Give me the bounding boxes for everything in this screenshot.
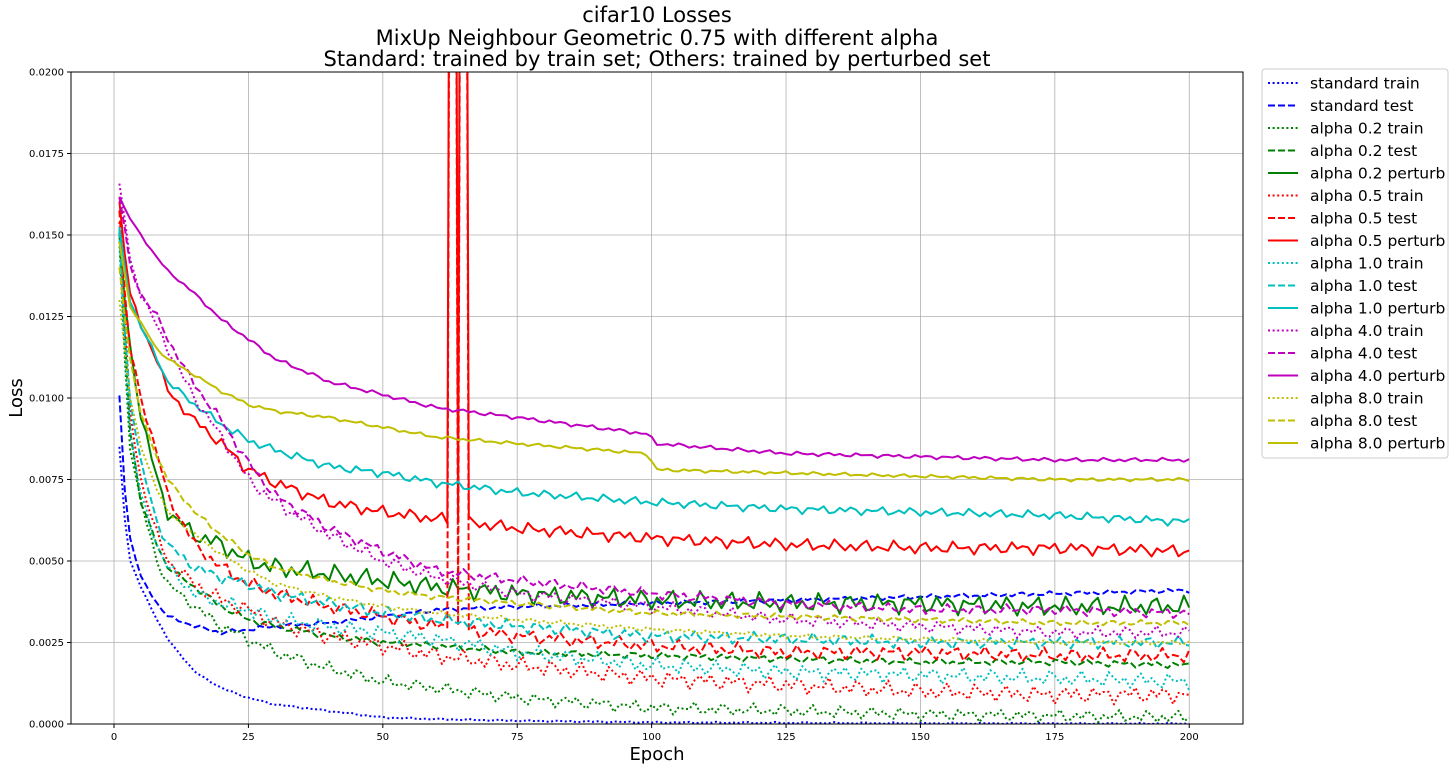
y-tick-label: 0.0000 [29, 720, 64, 731]
series-line-alpha-4-0-perturb [118, 196, 1190, 463]
x-tick-label: 200 [1180, 732, 1199, 743]
x-tick-label: 125 [776, 732, 795, 743]
legend-label-alpha-0-2-train: alpha 0.2 train [1310, 120, 1424, 138]
y-axis-label: Loss [6, 378, 27, 417]
series-line-alpha-1-0-perturb [118, 226, 1190, 527]
y-tick-label: 0.0100 [29, 394, 64, 405]
y-tick-label: 0.0025 [29, 638, 64, 649]
series-line-alpha-1-0-train [118, 235, 1191, 691]
series-line-alpha-0-2-train [118, 241, 1190, 724]
series-line-standard-train [118, 446, 1190, 724]
legend-label-standard-train: standard train [1310, 75, 1420, 93]
x-tick-label: 100 [642, 732, 661, 743]
chart-title-line-2: MixUp Neighbour Geometric 0.75 with diff… [376, 26, 939, 50]
y-tick-label: 0.0075 [29, 475, 64, 486]
legend-label-alpha-0-5-perturb: alpha 0.5 perturb [1310, 232, 1445, 250]
series-line-standard-test [118, 395, 1190, 636]
legend-label-alpha-8-0-perturb: alpha 8.0 perturb [1310, 435, 1445, 453]
legend-label-alpha-0-2-test: alpha 0.2 test [1310, 142, 1417, 160]
chart-title: cifar10 Losses MixUp Neighbour Geometric… [324, 3, 991, 71]
x-tick-label: 175 [1045, 732, 1064, 743]
series-line-alpha-0-5-test [118, 72, 1191, 664]
legend-frame [1261, 68, 1449, 459]
x-tick-label: 150 [911, 732, 930, 743]
y-axis-ticks: 0.0000 0.0025 0.0050 0.0075 0.0100 0.0125 0.01… [29, 68, 71, 731]
series-lines [118, 72, 1191, 724]
y-tick-label: 0.0175 [29, 149, 64, 160]
chart-title-line-3: Standard: trained by train set; Others: … [324, 47, 991, 71]
x-axis-ticks: 0 25 50 75 100 125 150 175 200 [111, 724, 1199, 743]
series-line-alpha-8-0-test [118, 267, 1190, 627]
series-line-alpha-8-0-train [118, 299, 1190, 647]
legend-label-alpha-0-5-test: alpha 0.5 test [1310, 210, 1417, 228]
series-line-alpha-0-5-perturb [118, 72, 1190, 558]
y-tick-label: 0.0050 [29, 557, 64, 568]
series-line-alpha-0-2-test [118, 233, 1190, 669]
x-tick-label: 75 [511, 732, 524, 743]
legend-label-alpha-8-0-train: alpha 8.0 train [1310, 390, 1424, 408]
legend-label-alpha-1-0-perturb: alpha 1.0 perturb [1310, 300, 1445, 318]
series-line-alpha-4-0-test [118, 197, 1190, 620]
series-line-alpha-8-0-perturb [118, 241, 1190, 483]
legend-label-alpha-1-0-train: alpha 1.0 train [1310, 255, 1424, 273]
series-line-alpha-0-2-perturb [118, 232, 1191, 617]
series-line-alpha-0-5-train [118, 221, 1190, 706]
legend-label-alpha-0-5-train: alpha 0.5 train [1310, 187, 1424, 205]
grid-lines [71, 71, 1243, 725]
series-line-alpha-1-0-test [118, 229, 1190, 651]
y-tick-label: 0.0200 [29, 68, 64, 79]
chart-title-line-1: cifar10 Losses [582, 3, 732, 27]
legend: standard train standard test alpha 0.2 tra… [1261, 68, 1449, 459]
x-tick-label: 25 [242, 732, 255, 743]
legend-label-alpha-1-0-test: alpha 1.0 test [1310, 277, 1417, 295]
x-tick-label: 0 [111, 732, 117, 743]
y-tick-label: 0.0150 [29, 231, 64, 242]
legend-items: standard train standard test alpha 0.2 tra… [1268, 75, 1445, 453]
x-tick-label: 50 [376, 732, 389, 743]
legend-label-alpha-4-0-train: alpha 4.0 train [1310, 322, 1424, 340]
legend-label-alpha-4-0-test: alpha 4.0 test [1310, 345, 1417, 363]
legend-label-standard-test: standard test [1310, 97, 1413, 115]
legend-label-alpha-8-0-test: alpha 8.0 test [1310, 412, 1417, 430]
series-line-alpha-4-0-train [118, 183, 1190, 641]
legend-label-alpha-0-2-perturb: alpha 0.2 perturb [1310, 165, 1445, 183]
legend-label-alpha-4-0-perturb: alpha 4.0 perturb [1310, 367, 1445, 385]
x-axis-label: Epoch [629, 744, 684, 765]
y-tick-label: 0.0125 [29, 312, 64, 323]
